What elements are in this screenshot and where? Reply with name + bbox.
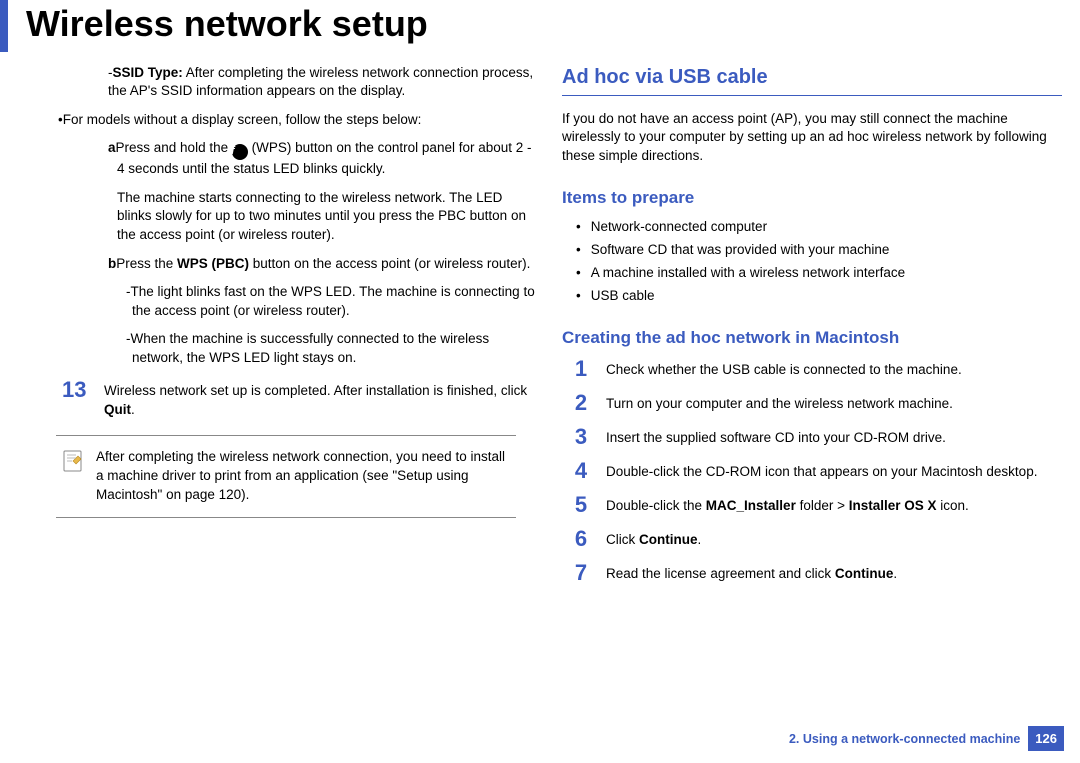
step-body: Read the license agreement and click Con… bbox=[606, 560, 1062, 584]
step-2: 2 Turn on your computer and the wireless… bbox=[570, 390, 1062, 424]
page-title: Wireless network setup bbox=[0, 0, 1080, 52]
step-body: Check whether the USB cable is connected… bbox=[606, 356, 1062, 380]
substep-a-text1: Press and hold the bbox=[116, 140, 232, 155]
step-number: 5 bbox=[570, 492, 592, 518]
step-number: 6 bbox=[570, 526, 592, 552]
step-13-number: 13 bbox=[62, 378, 90, 402]
step-body: Insert the supplied software CD into you… bbox=[606, 424, 1062, 448]
step-6: 6 Click Continue. bbox=[570, 526, 1062, 560]
step-5-post: icon. bbox=[937, 498, 969, 513]
step-number: 2 bbox=[570, 390, 592, 416]
substep-b-dash1: -The light blinks fast on the WPS LED. T… bbox=[126, 283, 536, 320]
step-7-b1: Continue bbox=[835, 566, 894, 581]
creating-heading: Creating the ad hoc network in Macintosh bbox=[562, 328, 1062, 348]
note-box: After completing the wireless network co… bbox=[56, 435, 516, 518]
step-13-period: . bbox=[131, 402, 135, 417]
left-column: -SSID Type: After completing the wireles… bbox=[36, 64, 536, 594]
content-columns: -SSID Type: After completing the wireles… bbox=[0, 64, 1080, 594]
step-number: 7 bbox=[570, 560, 592, 586]
adhoc-heading: Ad hoc via USB cable bbox=[562, 66, 1062, 96]
list-item: Network-connected computer bbox=[576, 216, 1062, 239]
footer-page-number: 126 bbox=[1028, 726, 1064, 751]
list-item: A machine installed with a wireless netw… bbox=[576, 262, 1062, 285]
step-body: Double-click the CD-ROM icon that appear… bbox=[606, 458, 1062, 482]
list-item: USB cable bbox=[576, 285, 1062, 308]
adhoc-intro: If you do not have an access point (AP),… bbox=[562, 110, 1062, 167]
step-6-b1: Continue bbox=[639, 532, 698, 547]
step-7-post: . bbox=[893, 566, 897, 581]
substep-a-sub: The machine starts connecting to the wir… bbox=[108, 189, 536, 245]
step-13-body: Wireless network set up is completed. Af… bbox=[104, 378, 536, 420]
step-body: Turn on your computer and the wireless n… bbox=[606, 390, 1062, 414]
step-5: 5 Double-click the MAC_Installer folder … bbox=[570, 492, 1062, 526]
step-5-pre: Double-click the bbox=[606, 498, 706, 513]
wps-icon: f bbox=[232, 144, 248, 160]
ssid-label: SSID Type: bbox=[113, 65, 183, 80]
step-3: 3 Insert the supplied software CD into y… bbox=[570, 424, 1062, 458]
footer-chapter: 2. Using a network-connected machine bbox=[789, 732, 1020, 746]
step-7-pre: Read the license agreement and click bbox=[606, 566, 835, 581]
step-number: 3 bbox=[570, 424, 592, 450]
step-7: 7 Read the license agreement and click C… bbox=[570, 560, 1062, 594]
right-column: Ad hoc via USB cable If you do not have … bbox=[562, 64, 1062, 594]
substep-b-bold: WPS (PBC) bbox=[177, 256, 249, 271]
page-footer: 2. Using a network-connected machine 126 bbox=[789, 726, 1064, 751]
items-list: Network-connected computer Software CD t… bbox=[576, 216, 1062, 308]
step-1: 1 Check whether the USB cable is connect… bbox=[570, 356, 1062, 390]
step-body: Click Continue. bbox=[606, 526, 1062, 550]
substep-b-label: b bbox=[108, 256, 116, 271]
note-icon bbox=[60, 448, 86, 474]
substep-b-dash2: -When the machine is successfully connec… bbox=[126, 330, 536, 367]
step-6-pre: Click bbox=[606, 532, 639, 547]
step-number: 1 bbox=[570, 356, 592, 382]
no-display-note: •For models without a display screen, fo… bbox=[58, 111, 536, 130]
step-13-quit: Quit bbox=[104, 402, 131, 417]
substep-b: bPress the WPS (PBC) button on the acces… bbox=[108, 255, 536, 274]
step-number: 4 bbox=[570, 458, 592, 484]
items-heading: Items to prepare bbox=[562, 188, 1062, 208]
substep-a: aPress and hold the f (WPS) button on th… bbox=[108, 139, 536, 178]
step-5-mid: folder > bbox=[796, 498, 849, 513]
step-5-b1: MAC_Installer bbox=[706, 498, 796, 513]
note-text: After completing the wireless network co… bbox=[96, 448, 508, 505]
step-13-text: Wireless network set up is completed. Af… bbox=[104, 383, 527, 398]
substep-b-text2: button on the access point (or wireless … bbox=[249, 256, 530, 271]
substep-b-text1: Press the bbox=[116, 256, 177, 271]
step-6-post: . bbox=[698, 532, 702, 547]
step-5-b2: Installer OS X bbox=[849, 498, 937, 513]
step-4: 4 Double-click the CD-ROM icon that appe… bbox=[570, 458, 1062, 492]
ssid-type-para: -SSID Type: After completing the wireles… bbox=[108, 64, 536, 101]
substep-a-label: a bbox=[108, 140, 116, 155]
list-item: Software CD that was provided with your … bbox=[576, 239, 1062, 262]
step-13: 13 Wireless network set up is completed.… bbox=[62, 378, 536, 420]
step-body: Double-click the MAC_Installer folder > … bbox=[606, 492, 1062, 516]
